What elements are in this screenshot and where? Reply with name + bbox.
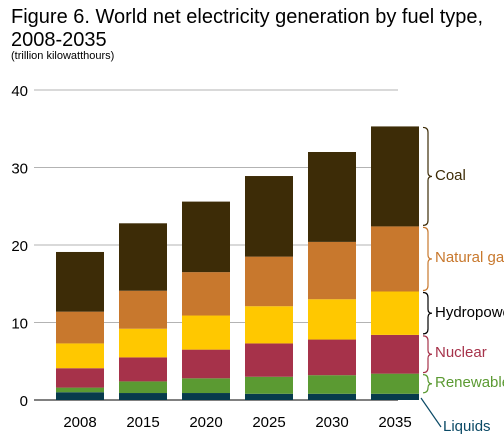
legend-label-nuclear: Nuclear: [435, 344, 487, 361]
bar-segment-natural-gas-2015: [119, 290, 167, 329]
bar-segment-liquids-2030: [308, 393, 356, 400]
x-tick-label: 2020: [189, 414, 222, 431]
y-tick-label: 30: [11, 161, 28, 178]
y-tick-label: 40: [11, 83, 28, 100]
bar-segment-hydropower-2025: [245, 306, 293, 344]
bar-segment-liquids-2008: [56, 392, 104, 400]
bar-segment-hydropower-2035: [371, 291, 419, 335]
x-tick-label: 2030: [315, 414, 348, 431]
bar-segment-natural-gas-2008: [56, 311, 104, 344]
bar-segment-hydropower-2015: [119, 328, 167, 358]
legend-label-renewables: Renewables: [435, 374, 504, 391]
chart-title: Figure 6. World net electricity generati…: [11, 6, 484, 51]
bar-segment-coal-2035: [371, 126, 419, 227]
bar-segment-nuclear-2020: [182, 349, 230, 379]
x-tick-label: 2015: [126, 414, 159, 431]
legend-label-natural-gas: Natural gas: [435, 249, 504, 266]
legend-bracket-natural-gas: [422, 226, 433, 292]
bar-segment-nuclear-2025: [245, 343, 293, 377]
bar-segment-natural-gas-2020: [182, 272, 230, 316]
bar-segment-hydropower-2030: [308, 299, 356, 340]
bar-segment-coal-2030: [308, 152, 356, 242]
bar-segment-nuclear-2035: [371, 334, 419, 374]
bar-segment-coal-2020: [182, 201, 230, 273]
legend-bracket-coal: [422, 126, 433, 226]
bar-segment-renewables-2025: [245, 376, 293, 394]
bar-segment-hydropower-2008: [56, 343, 104, 369]
legend: Liquids Renewables Nuclear Hydropower Natura…: [420, 126, 504, 435]
bar-segment-natural-gas-2035: [371, 226, 419, 292]
bar-segment-renewables-2030: [308, 375, 356, 394]
bars: [56, 126, 419, 400]
legend-label-hydropower: Hydropower: [435, 304, 504, 321]
bar-segment-natural-gas-2030: [308, 241, 356, 300]
bar-segment-liquids-2025: [245, 393, 293, 400]
x-tick-label: 2035: [378, 414, 411, 431]
bar-segment-liquids-2020: [182, 393, 230, 400]
y-tick-label: 10: [11, 316, 28, 333]
bar-segment-coal-2015: [119, 223, 167, 291]
x-axis: 2008 2015 2020 2025 2030 2035: [63, 414, 411, 431]
bar-segment-nuclear-2015: [119, 357, 167, 382]
bar-segment-renewables-2035: [371, 373, 419, 394]
bar-segment-renewables-2015: [119, 381, 167, 394]
bar-segment-natural-gas-2025: [245, 256, 293, 307]
legend-label-coal: Coal: [435, 167, 466, 184]
chart-subtitle: (trillion kilowatthours): [11, 50, 115, 62]
legend-bracket-renewables: [422, 374, 433, 394]
bar-segment-liquids-2035: [371, 393, 419, 400]
y-tick-label: 20: [11, 238, 28, 255]
x-tick-label: 2025: [252, 414, 285, 431]
x-tick-label: 2008: [63, 414, 96, 431]
legend-label-liquids: Liquids: [443, 418, 491, 435]
y-axis: 0 10 20 30 40: [11, 83, 28, 410]
bar-segment-coal-2008: [56, 251, 104, 312]
legend-pointer-liquids: [420, 397, 442, 428]
y-tick-label: 0: [20, 393, 28, 410]
bar-segment-hydropower-2020: [182, 315, 230, 350]
legend-bracket-nuclear: [422, 335, 433, 374]
bar-segment-coal-2025: [245, 176, 293, 257]
bar-segment-renewables-2008: [56, 387, 104, 393]
bar-segment-nuclear-2030: [308, 339, 356, 376]
bar-segment-renewables-2020: [182, 378, 230, 394]
bar-segment-nuclear-2008: [56, 368, 104, 388]
bar-segment-liquids-2015: [119, 393, 167, 400]
legend-bracket-hydropower: [422, 291, 433, 335]
